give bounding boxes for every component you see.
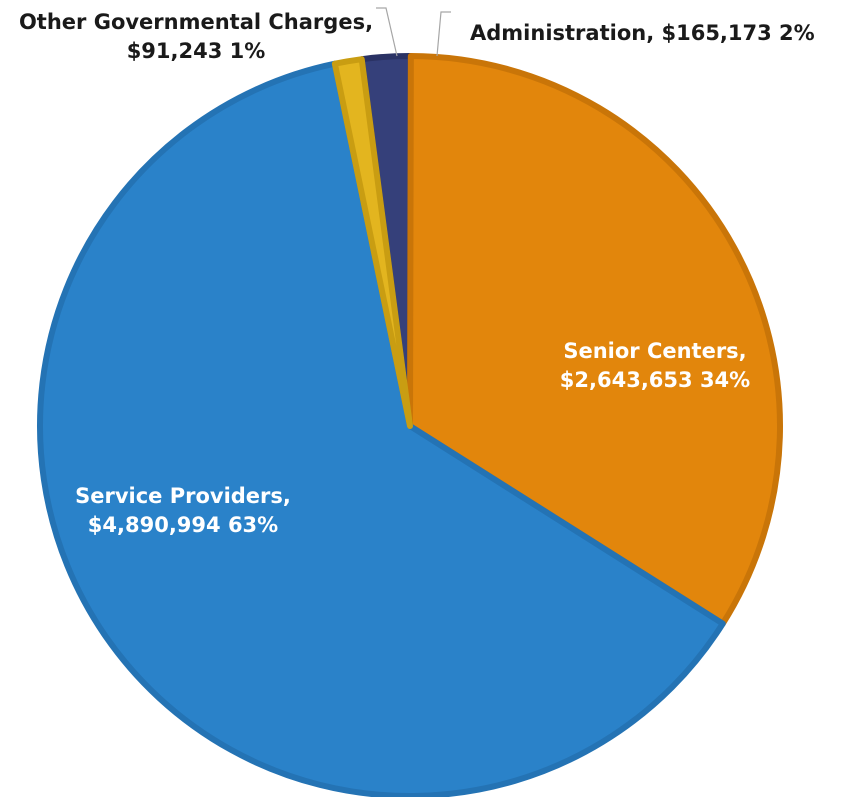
slice-label-other-governmental-charges: Other Governmental Charges, $91,243 1% [19,10,373,63]
pie-slice-other-governmental-charges [331,56,413,429]
slice-label-line: Administration, $165,173 2% [470,21,815,45]
slice-label-administration: Administration, $165,173 2% [470,21,815,45]
slice-label-service-providers: Service Providers, $4,890,994 63% [75,484,291,537]
slice-label-line: $4,890,994 63% [88,513,278,537]
slice-label-senior-centers: Senior Centers, $2,643,653 34% [560,339,750,392]
slice-label-line: Senior Centers, [563,339,746,363]
slice-label-line: Other Governmental Charges, [19,10,373,34]
slice-label-line: Service Providers, [75,484,291,508]
pie-slice-service-providers [37,60,726,797]
slice-label-line: $91,243 1% [127,39,266,63]
leader-line-administration [436,11,451,57]
slice-label-line: $2,643,653 34% [560,368,750,392]
leader-line-other-governmental-charges [376,7,398,57]
